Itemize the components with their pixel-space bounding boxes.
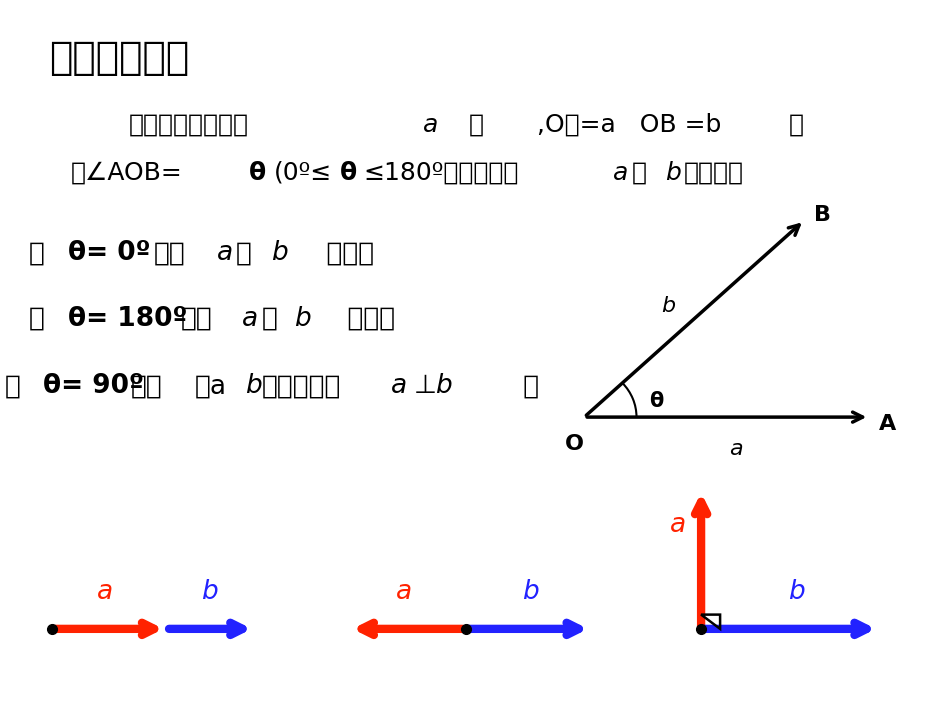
Text: 当: 当 (5, 374, 21, 399)
Text: θ= 90º: θ= 90º (43, 374, 143, 399)
Text: b: b (665, 160, 681, 185)
Text: 垂直，记作: 垂直，记作 (262, 374, 342, 399)
Text: ⊥: ⊥ (413, 374, 436, 399)
Text: a: a (391, 374, 408, 399)
Text: 时，: 时， (131, 374, 162, 399)
Text: b: b (271, 240, 288, 266)
Text: 已知两个非零向量: 已知两个非零向量 (128, 113, 248, 137)
Text: θ: θ (249, 160, 266, 185)
Text: 则∠AOB=: 则∠AOB= (71, 160, 183, 185)
Text: 反向；: 反向； (314, 306, 394, 332)
Text: θ= 180º: θ= 180º (68, 306, 188, 332)
Text: b: b (788, 579, 805, 605)
Text: a: a (396, 579, 411, 605)
Text: 当: 当 (28, 240, 45, 266)
Text: 当: 当 (28, 306, 45, 332)
Text: a: a (730, 439, 743, 459)
Text: B: B (813, 205, 830, 225)
Text: b: b (200, 579, 218, 605)
Text: ，: ， (788, 113, 804, 137)
Text: A: A (879, 414, 896, 434)
Text: a: a (242, 306, 258, 332)
Text: O: O (565, 434, 584, 454)
Text: 和: 和 (445, 113, 484, 137)
Text: θ: θ (649, 391, 663, 411)
Text: ,O作=a   OB =b: ,O作=a OB =b (537, 113, 721, 137)
Text: a: a (613, 160, 628, 185)
Text: a: a (97, 579, 112, 605)
Text: ≤180º）叫做向量: ≤180º）叫做向量 (363, 160, 519, 185)
Text: 与a: 与a (195, 374, 227, 399)
Text: 的夹角．: 的夹角． (684, 160, 744, 185)
Text: b: b (294, 306, 312, 332)
Text: 向量的夹角：: 向量的夹角： (49, 39, 190, 77)
Text: 时，: 时， (154, 240, 185, 266)
Text: 。: 。 (473, 374, 540, 399)
Text: 与: 与 (236, 240, 252, 266)
Text: θ: θ (340, 160, 357, 185)
Text: b: b (522, 579, 539, 605)
Text: b: b (435, 374, 452, 399)
Text: (0º≤: (0º≤ (274, 160, 332, 185)
Text: 与: 与 (261, 306, 277, 332)
Text: a: a (423, 113, 438, 137)
Text: 时，: 时， (180, 306, 212, 332)
Text: b: b (661, 297, 675, 317)
Text: θ= 0º: θ= 0º (68, 240, 151, 266)
Text: 与: 与 (632, 160, 647, 185)
Text: b: b (245, 374, 262, 399)
Text: a: a (671, 513, 686, 538)
Text: 同向；: 同向； (293, 240, 373, 266)
Text: a: a (217, 240, 233, 266)
